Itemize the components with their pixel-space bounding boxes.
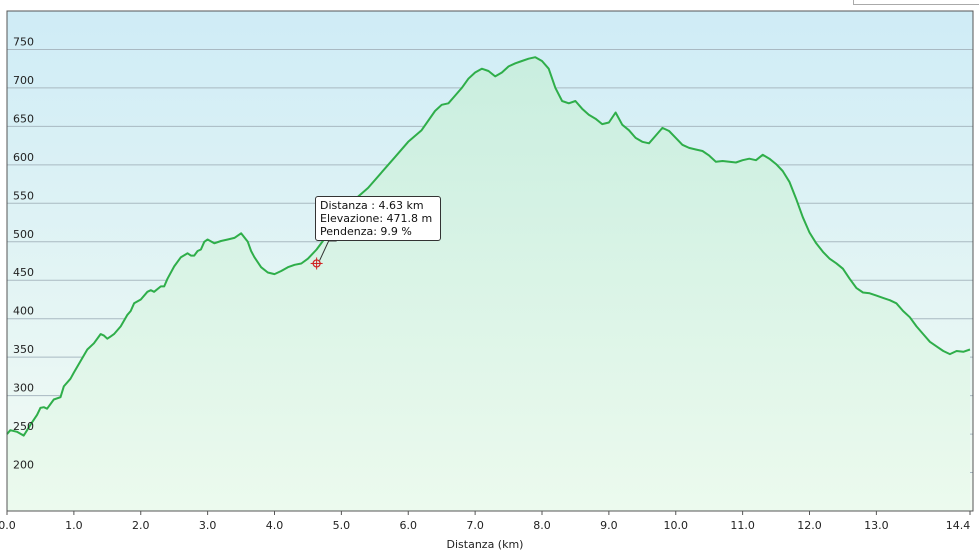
y-tick-label: 250 <box>13 420 34 433</box>
y-tick-label: 200 <box>13 459 34 472</box>
y-tick-label: 300 <box>13 382 34 395</box>
y-tick-label: 750 <box>13 35 34 48</box>
tooltip: Distanza : 4.63 km Elevazione: 471.8 m P… <box>315 196 441 241</box>
x-tick-label: 0.0 <box>0 519 16 532</box>
x-tick-label: 2.0 <box>132 519 150 532</box>
x-tick-label: 4.0 <box>266 519 284 532</box>
y-tick-label: 650 <box>13 112 34 125</box>
x-tick-label: 9.0 <box>600 519 618 532</box>
y-tick-label: 700 <box>13 74 34 87</box>
elevation-area <box>7 57 970 511</box>
tooltip-slope: Pendenza: 9.9 % <box>320 225 412 238</box>
x-tick-label: 5.0 <box>333 519 351 532</box>
y-tick-label: 500 <box>13 228 34 241</box>
tooltip-distance: Distanza : 4.63 km <box>320 199 424 212</box>
y-tick-label: 450 <box>13 266 34 279</box>
x-tick-label: 6.0 <box>400 519 418 532</box>
x-tick-label: 14.4 <box>946 519 971 532</box>
tooltip-elevation: Elevazione: 471.8 m <box>320 212 433 225</box>
x-axis-ticks: 0.0 1.0 2.0 3.0 4.0 5.0 6.0 7.0 8.0 9.0 10.0 11.0 12… <box>0 511 971 532</box>
plot-border <box>6 10 974 512</box>
tooltip-pointer <box>319 240 337 261</box>
legend-box <box>853 0 979 5</box>
y-tick-label: 350 <box>13 343 34 356</box>
y-tick-label: 550 <box>13 189 34 202</box>
y-tick-label: 400 <box>13 305 34 318</box>
x-axis-title: Distanza (km) <box>447 538 524 551</box>
x-tick-label: 1.0 <box>65 519 83 532</box>
x-tick-label: 13.0 <box>864 519 889 532</box>
position-marker <box>310 240 337 270</box>
x-tick-label: 8.0 <box>533 519 551 532</box>
elevation-line <box>6 56 971 437</box>
y-axis-ticks: 200 250 300 350 400 450 500 550 600 650 700 750 <box>13 35 34 471</box>
x-tick-label: 11.0 <box>730 519 755 532</box>
x-tick-label: 3.0 <box>199 519 217 532</box>
x-tick-label: 12.0 <box>797 519 822 532</box>
y-tick-label: 600 <box>13 151 34 164</box>
x-tick-label: 10.0 <box>664 519 689 532</box>
x-tick-label: 7.0 <box>466 519 484 532</box>
